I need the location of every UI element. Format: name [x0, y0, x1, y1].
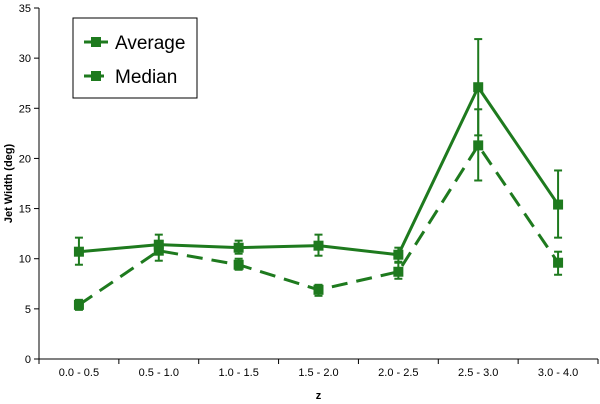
series-line: [78, 143, 560, 307]
data-point: [233, 242, 244, 253]
y-tick-label: 25: [19, 103, 31, 115]
x-tick-label: 2.5 - 3.0: [458, 367, 498, 379]
data-point: [313, 284, 324, 295]
legend-box: [72, 17, 198, 99]
y-tick-label: 20: [19, 153, 31, 165]
x-tick-label: 3.0 - 4.0: [538, 367, 578, 379]
x-tick-label: 0.5 - 1.0: [139, 367, 179, 379]
data-point: [313, 240, 324, 251]
legend: Average Median: [72, 17, 198, 99]
axes: 0 5 10 15 20 25 30 35 0.0 - 0.5 0.5 - 1.0 1.0 - 1.…: [19, 3, 599, 379]
y-tick-label: 0: [25, 354, 31, 366]
legend-label: Median: [115, 67, 177, 88]
x-axis-title: z: [316, 390, 322, 402]
y-axis-title: Jet Width (deg): [3, 143, 15, 223]
data-point: [473, 140, 484, 151]
data-point: [153, 245, 164, 256]
legend-label: Average: [115, 33, 185, 54]
legend-marker: [91, 71, 101, 81]
y-tick-label: 30: [19, 53, 31, 65]
series-layer: [73, 38, 564, 311]
x-tick-label: 1.5 - 2.0: [298, 367, 338, 379]
series-line: [78, 85, 560, 257]
y-tick-label: 5: [25, 304, 31, 316]
data-point: [393, 249, 404, 260]
data-point: [393, 266, 404, 277]
data-point: [73, 246, 84, 257]
y-tick-label: 10: [19, 254, 31, 266]
legend-marker: [91, 37, 101, 47]
data-point: [553, 257, 564, 268]
data-point: [473, 82, 484, 93]
data-point: [553, 199, 564, 210]
series-median: [73, 108, 564, 311]
data-point: [233, 259, 244, 270]
y-tick-label: 15: [19, 204, 31, 216]
x-tick-label: 0.0 - 0.5: [59, 367, 99, 379]
x-tick-label: 1.0 - 1.5: [218, 367, 258, 379]
x-tick-label: 2.0 - 2.5: [378, 367, 418, 379]
y-tick-label: 35: [19, 3, 31, 15]
data-point: [73, 299, 84, 310]
